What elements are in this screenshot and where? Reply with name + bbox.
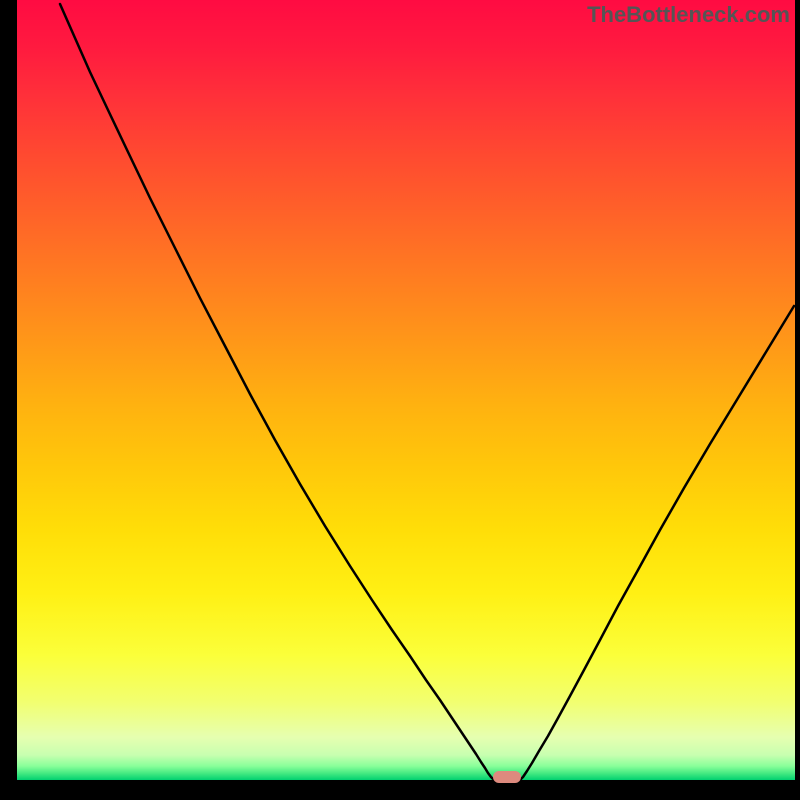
border-bottom (0, 780, 800, 800)
plot-background (17, 0, 795, 780)
watermark-text: TheBottleneck.com (587, 2, 790, 27)
border-right (795, 0, 800, 800)
border-left (0, 0, 17, 800)
trough-marker (493, 771, 521, 783)
